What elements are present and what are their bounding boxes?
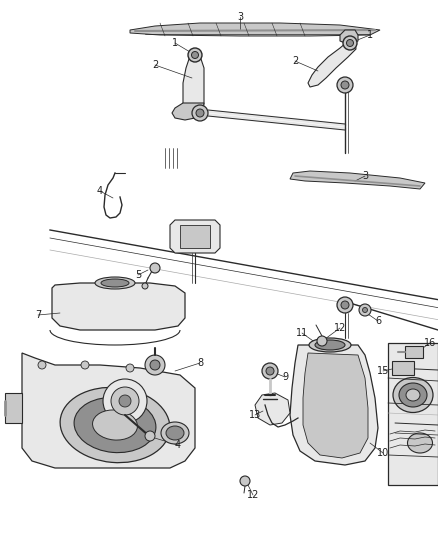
Text: 3: 3 <box>237 12 243 22</box>
Polygon shape <box>22 353 195 468</box>
Polygon shape <box>180 225 210 248</box>
Ellipse shape <box>95 277 135 289</box>
Ellipse shape <box>166 426 184 440</box>
Ellipse shape <box>309 338 351 352</box>
Text: 1: 1 <box>172 38 178 48</box>
Text: 3: 3 <box>362 171 368 181</box>
Polygon shape <box>183 56 204 118</box>
Polygon shape <box>255 393 290 425</box>
Text: 12: 12 <box>247 490 259 500</box>
FancyBboxPatch shape <box>405 346 423 358</box>
Ellipse shape <box>161 422 189 444</box>
Text: 4: 4 <box>97 186 103 196</box>
Text: 5: 5 <box>135 270 141 280</box>
Circle shape <box>103 379 147 423</box>
Polygon shape <box>52 283 185 330</box>
Polygon shape <box>303 353 368 458</box>
Ellipse shape <box>101 279 129 287</box>
Polygon shape <box>290 171 425 189</box>
Circle shape <box>337 297 353 313</box>
Circle shape <box>145 355 165 375</box>
Circle shape <box>142 283 148 289</box>
Text: 2: 2 <box>292 56 298 66</box>
Polygon shape <box>340 30 358 43</box>
Circle shape <box>343 36 357 50</box>
Polygon shape <box>172 103 204 120</box>
Ellipse shape <box>393 377 433 413</box>
Polygon shape <box>290 345 378 465</box>
Text: 1: 1 <box>367 30 373 40</box>
Ellipse shape <box>406 389 420 401</box>
Ellipse shape <box>60 387 170 463</box>
Text: 6: 6 <box>375 316 381 326</box>
Circle shape <box>192 105 208 121</box>
Ellipse shape <box>407 433 432 453</box>
Circle shape <box>38 361 46 369</box>
Circle shape <box>81 361 89 369</box>
Text: 16: 16 <box>424 338 436 348</box>
Polygon shape <box>5 393 22 423</box>
Text: 4: 4 <box>175 440 181 450</box>
Polygon shape <box>130 23 380 36</box>
Text: 8: 8 <box>197 358 203 368</box>
Circle shape <box>150 263 160 273</box>
Ellipse shape <box>74 398 156 453</box>
Circle shape <box>191 52 198 59</box>
Circle shape <box>262 363 278 379</box>
Circle shape <box>240 476 250 486</box>
Ellipse shape <box>315 340 345 350</box>
Circle shape <box>119 395 131 407</box>
Text: 11: 11 <box>296 328 308 338</box>
Circle shape <box>150 360 160 370</box>
Circle shape <box>341 301 349 309</box>
Circle shape <box>337 77 353 93</box>
Text: 12: 12 <box>334 323 346 333</box>
Polygon shape <box>170 220 220 253</box>
Text: 7: 7 <box>35 310 41 320</box>
Text: 9: 9 <box>282 372 288 382</box>
Ellipse shape <box>92 410 138 440</box>
Circle shape <box>266 367 274 375</box>
Text: 15: 15 <box>377 366 389 376</box>
Circle shape <box>126 364 134 372</box>
Polygon shape <box>388 343 438 485</box>
Text: 2: 2 <box>152 60 158 70</box>
Circle shape <box>196 109 204 117</box>
Circle shape <box>188 48 202 62</box>
Circle shape <box>346 39 353 46</box>
Circle shape <box>341 81 349 89</box>
Circle shape <box>359 304 371 316</box>
FancyBboxPatch shape <box>392 361 414 375</box>
Text: 10: 10 <box>377 448 389 458</box>
Circle shape <box>145 431 155 441</box>
Circle shape <box>111 387 139 415</box>
Text: 13: 13 <box>249 410 261 420</box>
Circle shape <box>363 308 367 312</box>
Circle shape <box>317 336 327 346</box>
Ellipse shape <box>399 383 427 407</box>
Polygon shape <box>308 43 356 87</box>
